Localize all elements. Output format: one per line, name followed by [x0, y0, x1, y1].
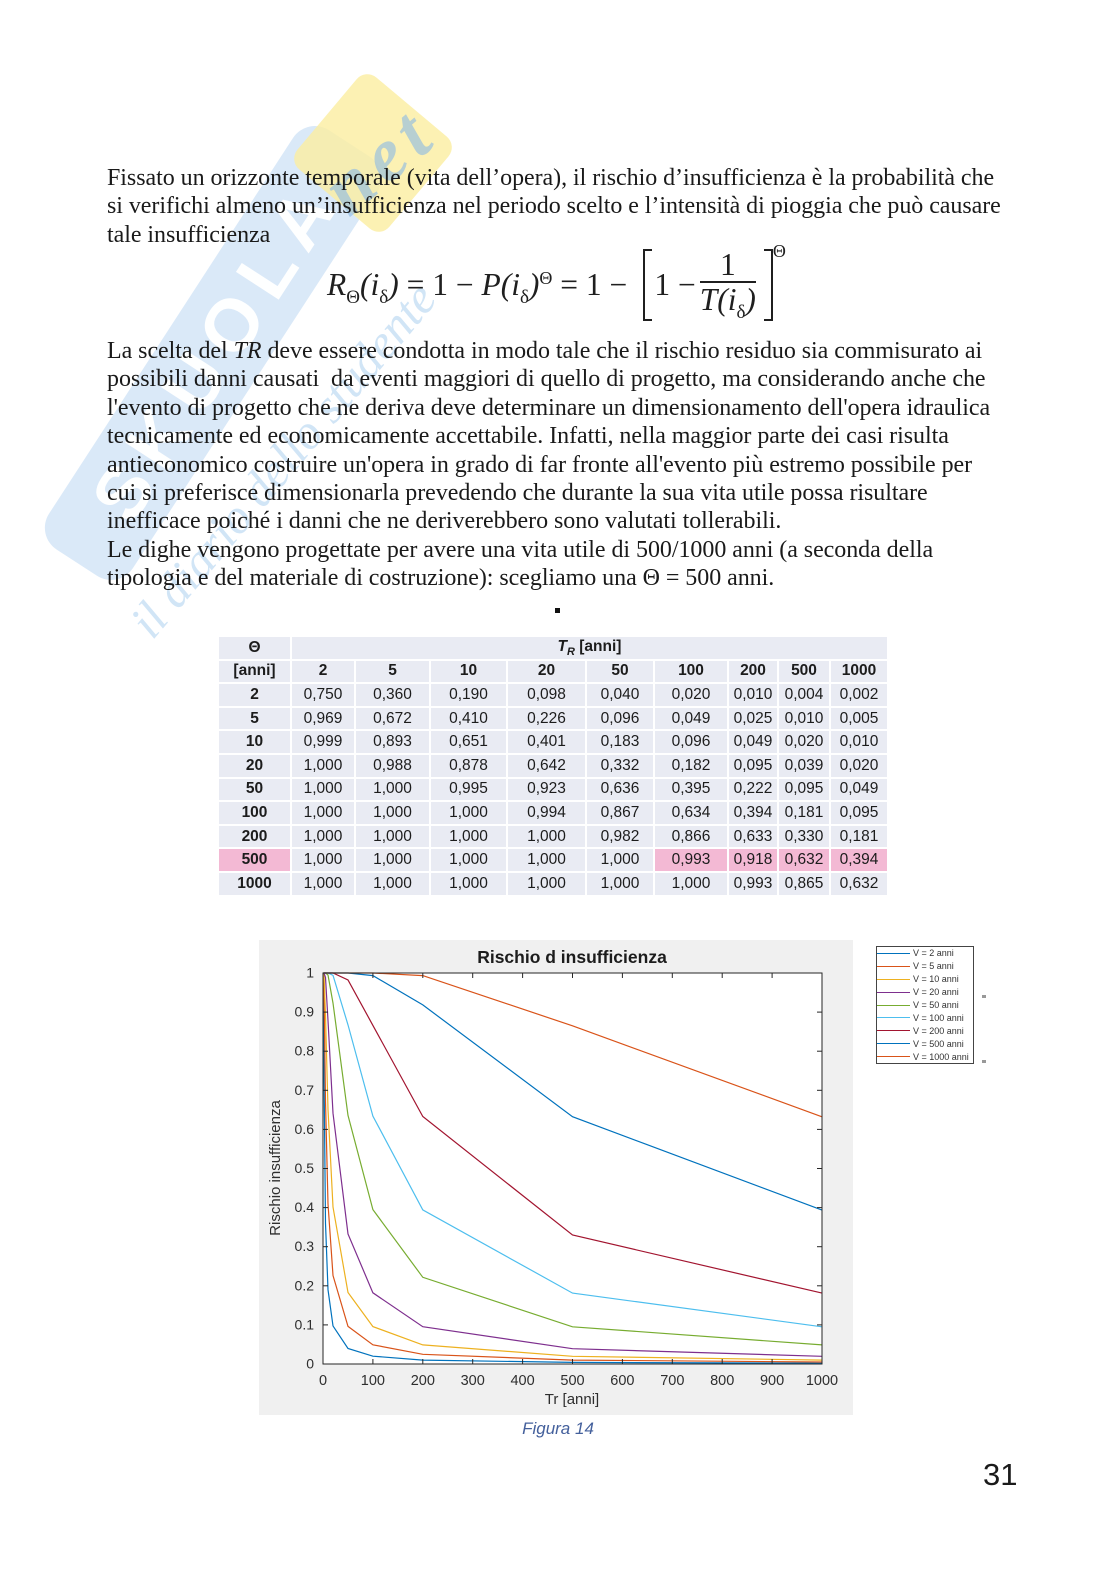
svg-text:0.5: 0.5	[295, 1160, 315, 1176]
svg-text:0.1: 0.1	[295, 1316, 315, 1332]
svg-text:400: 400	[510, 1373, 534, 1389]
svg-text:0.9: 0.9	[295, 1004, 315, 1020]
svg-text:1: 1	[306, 965, 314, 981]
svg-text:0.2: 0.2	[295, 1277, 315, 1293]
svg-text:800: 800	[710, 1373, 734, 1389]
svg-text:0.3: 0.3	[295, 1238, 315, 1254]
svg-text:600: 600	[610, 1373, 634, 1389]
svg-text:100: 100	[361, 1373, 385, 1389]
svg-text:900: 900	[760, 1373, 784, 1389]
svg-text:Rischio insufficienza: Rischio insufficienza	[267, 1100, 284, 1236]
svg-text:300: 300	[461, 1373, 485, 1389]
svg-text:200: 200	[411, 1373, 435, 1389]
svg-text:Rischio d insufficienza: Rischio d insufficienza	[477, 947, 667, 967]
svg-text:700: 700	[660, 1373, 684, 1389]
svg-text:1000: 1000	[806, 1373, 838, 1389]
svg-text:Tr [anni]: Tr [anni]	[545, 1391, 599, 1408]
svg-text:0.7: 0.7	[295, 1082, 315, 1098]
svg-text:500: 500	[560, 1373, 584, 1389]
svg-text:0.8: 0.8	[295, 1043, 315, 1059]
svg-text:0.6: 0.6	[295, 1121, 315, 1137]
svg-text:0: 0	[319, 1373, 327, 1389]
svg-text:0.4: 0.4	[295, 1199, 315, 1215]
svg-text:0: 0	[306, 1356, 314, 1372]
